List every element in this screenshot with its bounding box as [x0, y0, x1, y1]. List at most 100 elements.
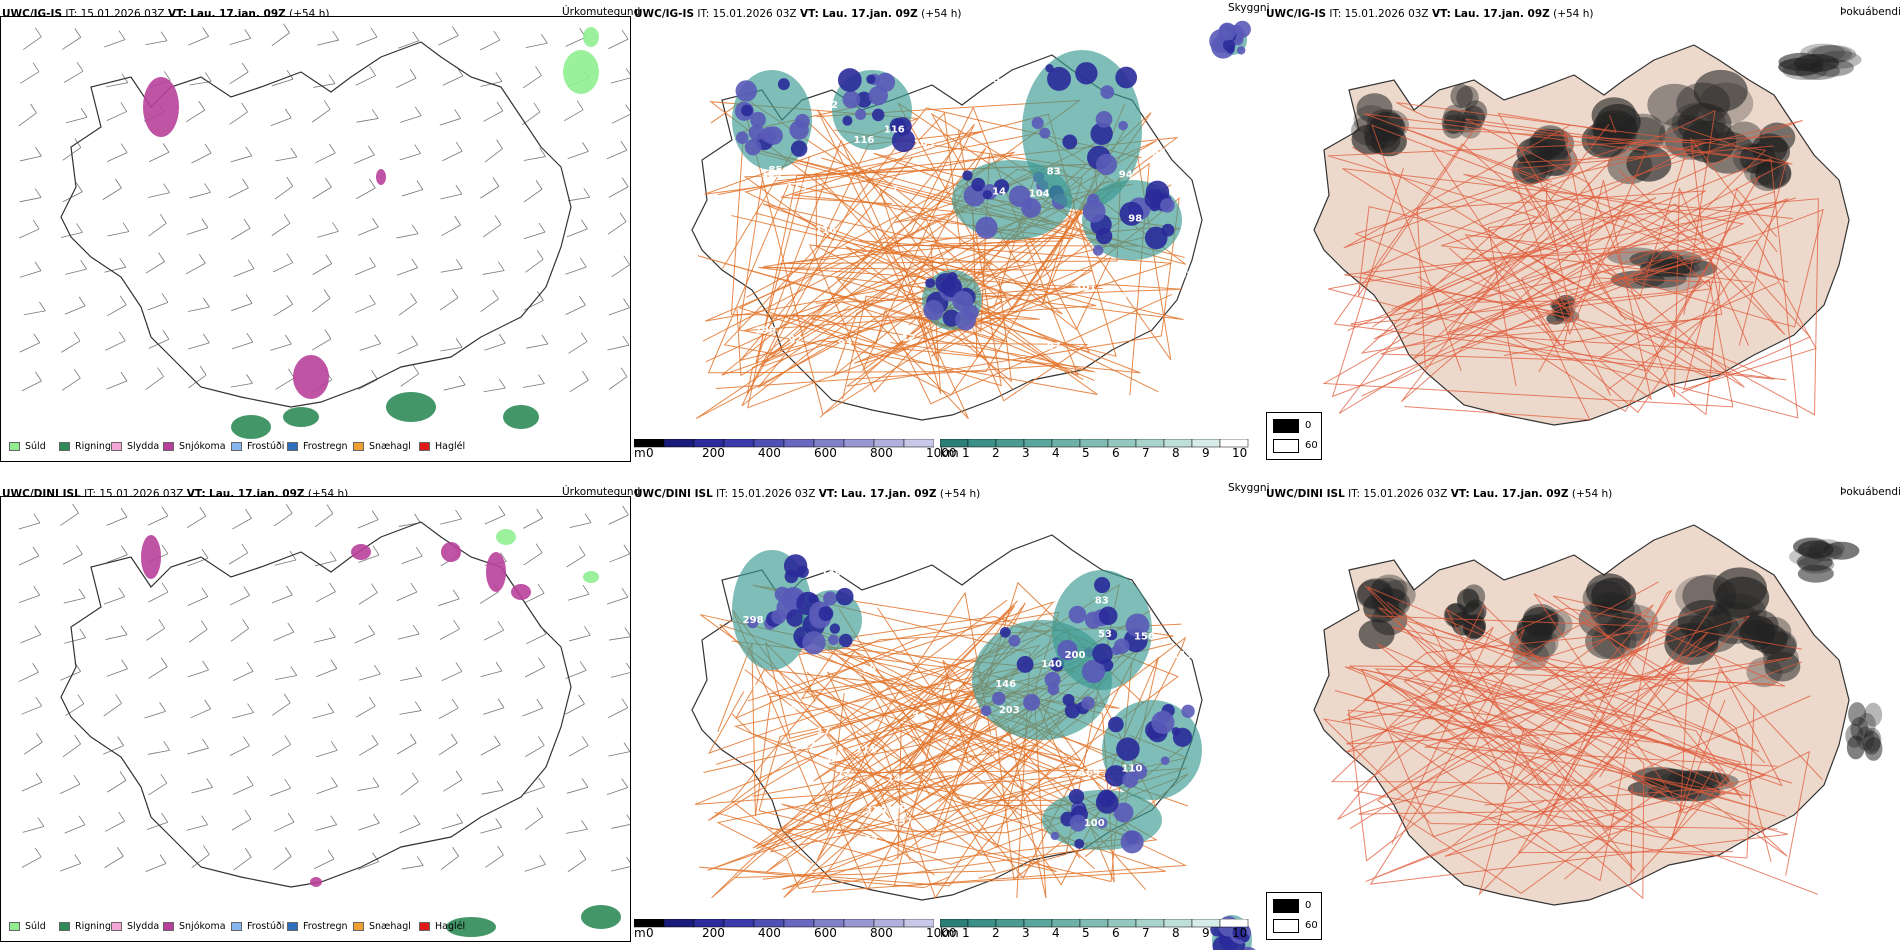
parameter-name: Þokuábendi — [1840, 6, 1900, 18]
cloud-base-map: 83 105 98 97 12 98 93 104 116 94 97 14 85 95 109 116 103… — [691, 20, 1251, 421]
colorbar-tick: 2 — [992, 926, 1000, 940]
colorbar-tick: 7 — [1142, 446, 1150, 460]
fog-legend-value: 60 — [1305, 440, 1318, 451]
panel-header: UWC/DINI ISL IT: 15.01.2026 03Z VT: Lau.… — [1266, 488, 1612, 500]
cloud-base-labels: 83 105 98 97 12 98 93 104 116 94 97 14 85 95 109 116 103… — [755, 74, 1204, 352]
map-frame: Súld Rigning Slydda Snjókoma Frostúði Frostre… — [0, 16, 631, 462]
colorbar-tick: 1 — [962, 926, 970, 940]
cloud-base-value: 150 — [736, 824, 757, 835]
cloud-base-value: 157 — [892, 817, 913, 828]
height-colorbar: m 0 200 400 600 800 1000 — [633, 918, 957, 948]
iceland-outline — [60, 521, 572, 888]
forecast-row-2: UWC/DINI ISL IT: 15.01.2026 03Z VT: Lau.… — [0, 480, 1900, 950]
cloud-base-value: 89 — [862, 664, 876, 675]
colorbar-tick: 9 — [1202, 926, 1210, 940]
cloud-base-value: 104 — [1029, 188, 1050, 199]
colorbar-tick: 2 — [992, 446, 1000, 460]
legend-label: Frostregn — [303, 921, 348, 932]
colorbar-unit: m — [634, 926, 646, 940]
lead-time: (+54 h) — [939, 488, 981, 500]
iceland-outline — [60, 41, 572, 408]
visibility-colorbar: km 1 2 3 4 5 6 7 8 9 10 — [939, 438, 1260, 468]
colorbar-tick: 800 — [870, 926, 893, 940]
legend-label: Slydda — [127, 441, 160, 452]
precip-map — [18, 503, 630, 937]
legend-swatch — [9, 922, 20, 931]
cloud-base-value: 110 — [1122, 764, 1143, 775]
lead-time: (+54 h) — [1571, 488, 1613, 500]
cloud-base-value: 116 — [884, 124, 905, 135]
colorbar-tick: 800 — [870, 446, 893, 460]
valid-time: Lau. 17.jan. 09Z — [1473, 488, 1569, 500]
cloud-base-value: 200 — [1065, 650, 1086, 661]
init-time: 15.01.2026 03Z — [731, 488, 816, 500]
colorbar-tick: 7 — [1142, 926, 1150, 940]
colorbar-tick: 3 — [1022, 446, 1030, 460]
colorbar-tick: 600 — [814, 446, 837, 460]
colorbar-tick: 200 — [702, 446, 725, 460]
panel-header: UWC/IG-IS IT: 15.01.2026 03Z VT: Lau. 17… — [634, 8, 961, 20]
colorbar-tick: 600 — [814, 926, 837, 940]
it-label: IT: — [716, 488, 729, 500]
fog-indicator-panel: UWC/DINI ISL IT: 15.01.2026 03Z VT: Lau.… — [1264, 480, 1900, 950]
cloud-base-value: 98 — [1128, 213, 1142, 224]
legend-swatch — [353, 922, 364, 931]
cloud-base-value: 169 — [1079, 768, 1100, 779]
parameter-name: Úrkomutegund — [562, 6, 641, 18]
colorbar-tick: 3 — [1022, 926, 1030, 940]
colorbar-tick: 400 — [758, 446, 781, 460]
cloud-base-value: 137 — [795, 741, 816, 752]
legend-label: Súld — [25, 441, 46, 452]
cloud-base-value: 142 — [887, 773, 908, 784]
cloud-base-panel: UWC/IG-IS IT: 15.01.2026 03Z VT: Lau. 17… — [632, 0, 1270, 470]
cloud-base-value: 83 — [1047, 167, 1061, 178]
colorbar-tick: 8 — [1172, 926, 1180, 940]
cloud-base-value: 85 — [768, 165, 782, 176]
colorbar-tick: 10 — [1232, 446, 1248, 460]
cloud-base-value: 153 — [985, 583, 1006, 594]
cloud-base-value: 116 — [815, 225, 836, 236]
legend-label: Snjókoma — [179, 921, 226, 932]
legend-label: Frostregn — [303, 441, 348, 452]
cloud-base-value: 119 — [1172, 650, 1193, 661]
wind-barbs — [18, 503, 630, 873]
colorbar-unit: km — [940, 926, 959, 940]
legend-swatch — [419, 922, 430, 931]
lead-time: (+54 h) — [921, 8, 962, 20]
parameter-name: Skyggni — [1228, 2, 1270, 14]
cloud-base-value: 97 — [1047, 341, 1061, 352]
precip-map — [18, 23, 630, 439]
cloud-base-value: 298 — [743, 615, 764, 626]
colorbar-tick: 6 — [1112, 926, 1120, 940]
colorbar-tick: 200 — [702, 926, 725, 940]
colorbar-tick: 5 — [1082, 446, 1090, 460]
cloud-base-value: 32 — [824, 100, 838, 111]
cloud-base-value: 94 — [1119, 170, 1133, 181]
cloud-base-value: 203 — [999, 705, 1020, 716]
legend-label: Rigning — [75, 921, 111, 932]
cloud-base-value: 129 — [866, 806, 887, 817]
cloud-base-value: 140 — [1041, 659, 1062, 670]
legend-swatch — [111, 442, 122, 451]
vt-label: VT: — [1431, 8, 1451, 20]
visibility-colorbar: km 1 2 3 4 5 6 7 8 9 10 — [939, 918, 1260, 948]
it-label: IT: — [1329, 8, 1342, 20]
lead-time: (+54 h) — [1553, 8, 1594, 20]
legend-label: Haglél — [435, 441, 466, 452]
model-name: UWC/DINI ISL — [1266, 488, 1345, 500]
cloud-base-value: 14 — [992, 187, 1006, 198]
valid-time: Lau. 17.jan. 09Z — [841, 488, 937, 500]
legend-label: Snæhagl — [369, 921, 411, 932]
cloud-base-value: 190 — [755, 326, 776, 337]
fog-legend: 0 60 — [1266, 892, 1322, 940]
init-time: 15.01.2026 03Z — [712, 8, 797, 20]
precip-type-panel: UWC/DINI ISL IT: 15.01.2026 03Z VT: Lau.… — [0, 480, 640, 950]
cloud-base-value: 105 — [979, 74, 1000, 85]
cloud-base-value: 111 — [855, 744, 876, 755]
legend-swatch — [353, 442, 364, 451]
colorbar-tick: 1000 — [926, 446, 957, 460]
colorbar-tick: 1 — [962, 446, 970, 460]
legend-swatch — [59, 922, 70, 931]
cloud-base-value: 116 — [853, 135, 874, 146]
init-time: 15.01.2026 03Z — [1344, 8, 1429, 20]
